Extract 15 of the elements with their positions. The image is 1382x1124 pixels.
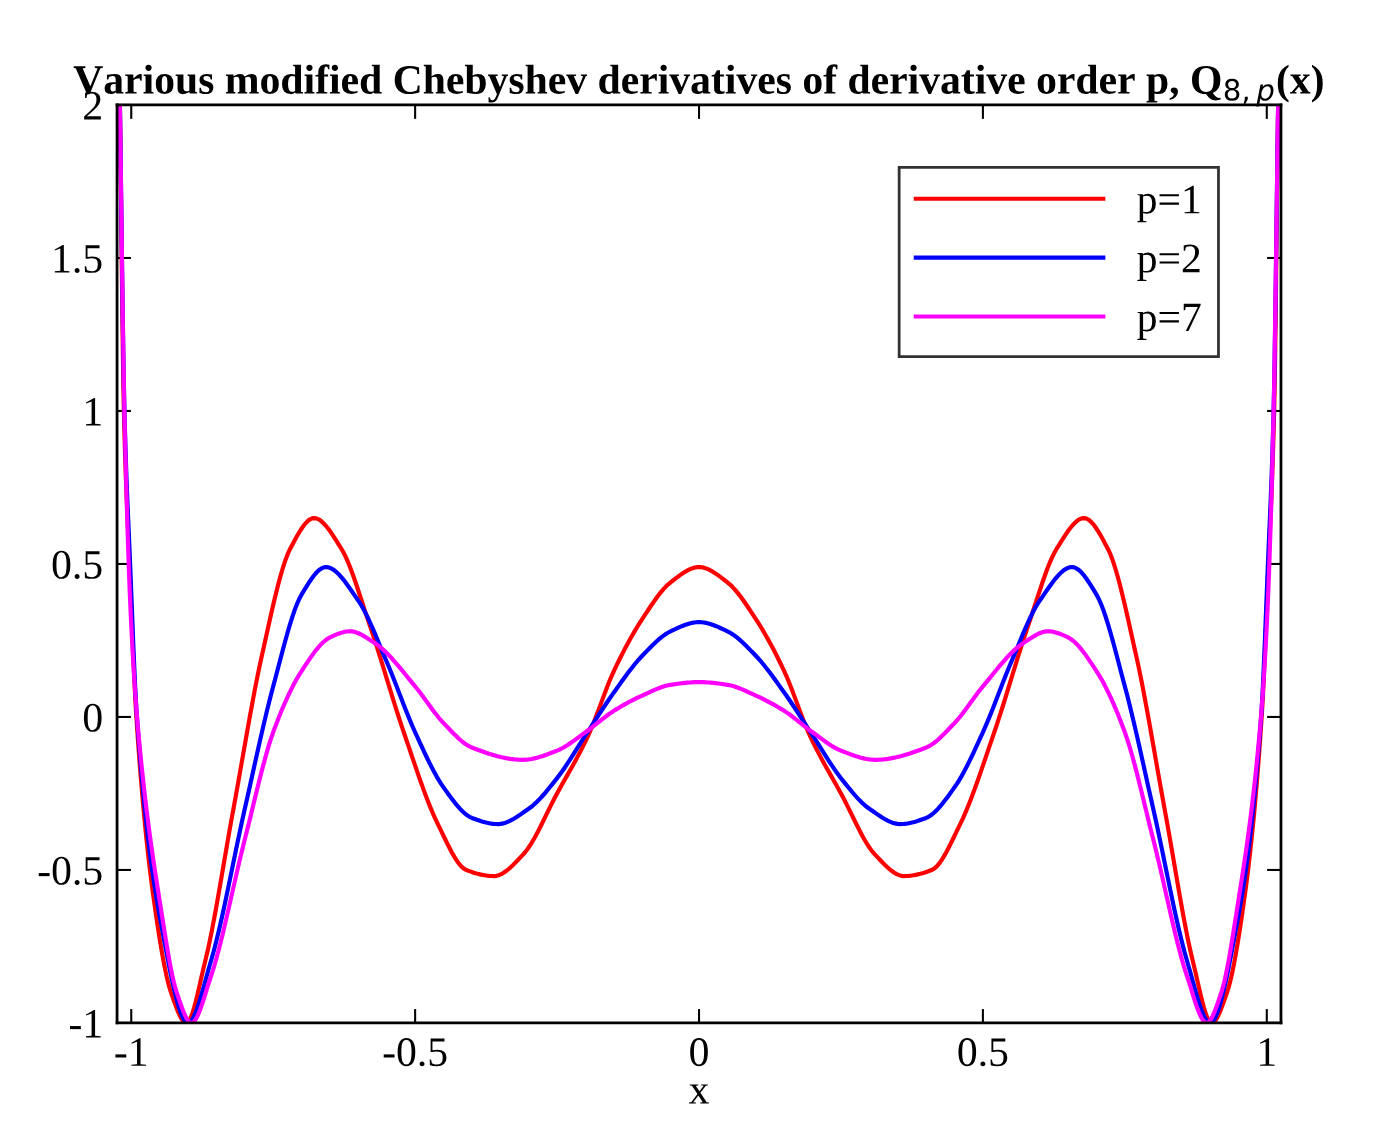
x-tick-label: 0.5 [958,1038,1008,1067]
x-tick-label: 0 [690,1038,708,1067]
x-tick-label: -1 [115,1038,147,1066]
x-tick-label: -0.5 [383,1038,447,1067]
y-tick-label: -0.5 [38,856,102,886]
y-tick-label: -1 [70,1009,101,1038]
y-tick-label: 1.5 [54,244,102,274]
legend-label: p=1 [1137,185,1200,223]
x-axis-title: x [688,1084,709,1104]
legend-label: p=7 [1137,303,1201,340]
x-tick-label: 1 [1260,1038,1275,1066]
y-tick-label: 1 [86,397,101,426]
y-tick-label: 0 [83,703,102,732]
y-tick-label: 0.5 [52,550,102,580]
legend-label: p=2 [1137,244,1200,282]
